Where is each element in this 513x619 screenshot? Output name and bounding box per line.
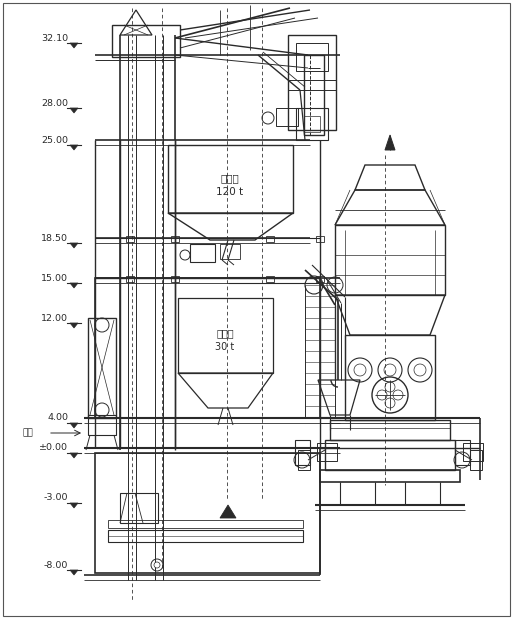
Text: 外排: 外排: [22, 428, 33, 438]
Bar: [108, 520, 303, 528]
Polygon shape: [70, 243, 78, 248]
Bar: [190, 244, 215, 262]
Bar: [463, 443, 483, 461]
Polygon shape: [385, 135, 395, 150]
Text: 18.50: 18.50: [41, 233, 68, 243]
Bar: [112, 25, 180, 57]
Text: -8.00: -8.00: [44, 560, 68, 569]
Bar: [316, 236, 324, 242]
Bar: [88, 415, 116, 435]
Bar: [288, 35, 336, 130]
Bar: [335, 225, 445, 295]
Polygon shape: [70, 283, 78, 288]
Text: 缓冲仓: 缓冲仓: [216, 328, 234, 338]
Text: 25.00: 25.00: [41, 136, 68, 144]
Bar: [330, 420, 450, 440]
Bar: [455, 440, 470, 465]
Text: 28.00: 28.00: [41, 98, 68, 108]
Polygon shape: [70, 453, 78, 458]
Text: 15.00: 15.00: [41, 274, 68, 282]
Polygon shape: [70, 145, 78, 150]
Text: 4.00: 4.00: [47, 413, 68, 423]
Polygon shape: [70, 423, 78, 428]
Polygon shape: [70, 108, 78, 113]
Bar: [304, 116, 320, 132]
Bar: [266, 236, 274, 242]
Bar: [304, 55, 324, 135]
Text: 30 t: 30 t: [215, 342, 234, 352]
Bar: [317, 443, 337, 461]
Bar: [320, 470, 460, 482]
Circle shape: [154, 562, 160, 568]
Polygon shape: [70, 503, 78, 508]
Bar: [220, 244, 240, 259]
Bar: [126, 236, 134, 242]
Polygon shape: [70, 43, 78, 48]
Bar: [95, 453, 320, 573]
Text: 12.00: 12.00: [41, 313, 68, 322]
Bar: [168, 145, 293, 213]
Polygon shape: [220, 505, 236, 518]
Bar: [108, 530, 303, 542]
Text: -3.00: -3.00: [44, 493, 68, 503]
Text: 32.10: 32.10: [41, 33, 68, 43]
Polygon shape: [70, 323, 78, 328]
Bar: [126, 276, 134, 282]
Bar: [325, 440, 455, 470]
Bar: [171, 236, 179, 242]
Bar: [276, 108, 298, 126]
Bar: [171, 276, 179, 282]
Polygon shape: [70, 570, 78, 575]
Bar: [295, 440, 310, 465]
Bar: [345, 335, 435, 420]
Bar: [296, 108, 328, 140]
Text: 磨头仓: 磨头仓: [221, 173, 240, 183]
Bar: [178, 298, 273, 373]
Bar: [88, 318, 116, 418]
Text: 120 t: 120 t: [216, 187, 244, 197]
Text: ±0.00: ±0.00: [39, 443, 68, 452]
Bar: [266, 276, 274, 282]
Bar: [296, 43, 328, 71]
Bar: [316, 276, 324, 282]
Bar: [95, 278, 320, 418]
Bar: [120, 493, 158, 523]
